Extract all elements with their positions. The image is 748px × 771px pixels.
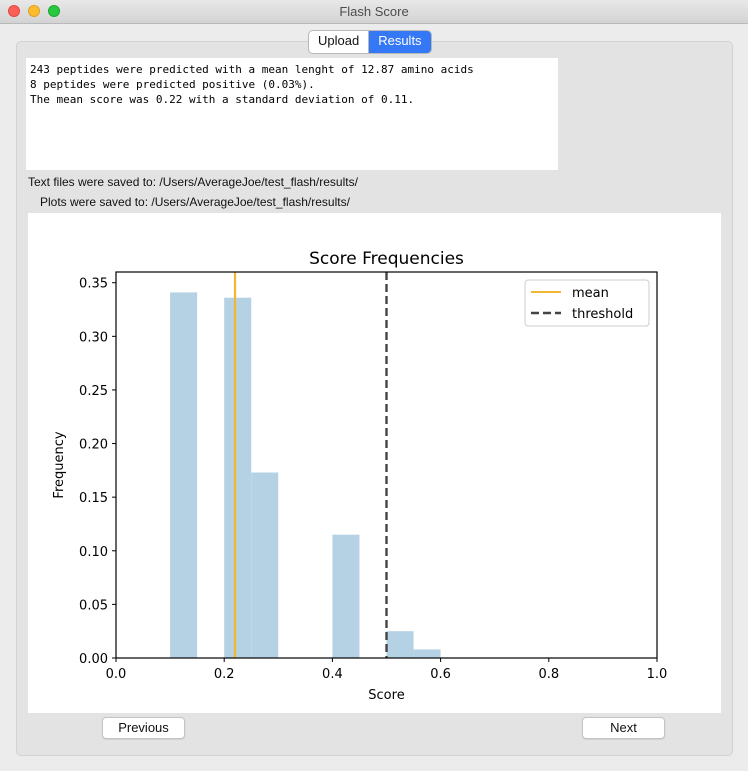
histogram-bar (251, 472, 279, 658)
x-tick-label: 0.6 (430, 667, 451, 682)
y-tick-label: 0.15 (79, 491, 108, 506)
legend-threshold-label: threshold (572, 307, 633, 322)
next-button[interactable]: Next (582, 717, 665, 739)
y-tick-label: 0.00 (79, 652, 108, 667)
chart-title: Score Frequencies (309, 249, 464, 269)
y-tick-label: 0.20 (79, 438, 108, 453)
previous-button[interactable]: Previous (102, 717, 185, 739)
plot-frame (115, 271, 658, 659)
histogram-bar (332, 534, 360, 658)
score-frequency-chart: 0.0 0.2 0.4 0.6 0.8 1.0 0.00 0.05 0.10 0.15 0.20 0.… (52, 249, 668, 703)
text-files-path-label: Text files were saved to: /Users/Average… (28, 175, 358, 189)
tab-results[interactable]: Results (369, 31, 431, 53)
y-tick-label: 0.25 (79, 384, 108, 399)
y-axis-label: Frequency (52, 431, 67, 498)
legend-mean-label: mean (572, 286, 609, 301)
histogram-bar (386, 631, 414, 658)
tab-upload[interactable]: Upload (309, 31, 370, 53)
x-tick-label: 0.4 (322, 667, 343, 682)
y-tick-label: 0.05 (79, 598, 108, 613)
x-tick-label: 1.0 (647, 667, 668, 682)
minimize-window-button[interactable] (28, 5, 40, 17)
x-tick-label: 0.2 (214, 667, 235, 682)
summary-line: 8 peptides were predicted positive (0.03… (30, 78, 315, 91)
histogram-bar (170, 292, 198, 658)
zoom-window-button[interactable] (48, 5, 60, 17)
close-window-button[interactable] (8, 5, 20, 17)
histogram-bar (224, 297, 252, 658)
results-summary-text[interactable]: 243 peptides were predicted with a mean … (26, 58, 558, 170)
x-tick-label: 0.0 (106, 667, 127, 682)
plots-path-label: Plots were saved to: /Users/AverageJoe/t… (40, 195, 350, 209)
tab-bar: Upload Results (308, 30, 432, 54)
window-title: Flash Score (339, 4, 409, 19)
x-axis-label: Score (368, 688, 404, 703)
summary-line: The mean score was 0.22 with a standard … (30, 93, 415, 106)
plot-canvas: 0.0 0.2 0.4 0.6 0.8 1.0 0.00 0.05 0.10 0.15 0.20 0.… (28, 213, 721, 713)
x-tick-label: 0.8 (538, 667, 559, 682)
histogram-bar (413, 649, 441, 658)
y-tick-label: 0.10 (79, 545, 108, 560)
y-tick-label: 0.35 (79, 277, 108, 292)
title-bar: Flash Score (0, 0, 748, 24)
y-tick-label: 0.30 (79, 330, 108, 345)
summary-line: 243 peptides were predicted with a mean … (30, 63, 474, 76)
